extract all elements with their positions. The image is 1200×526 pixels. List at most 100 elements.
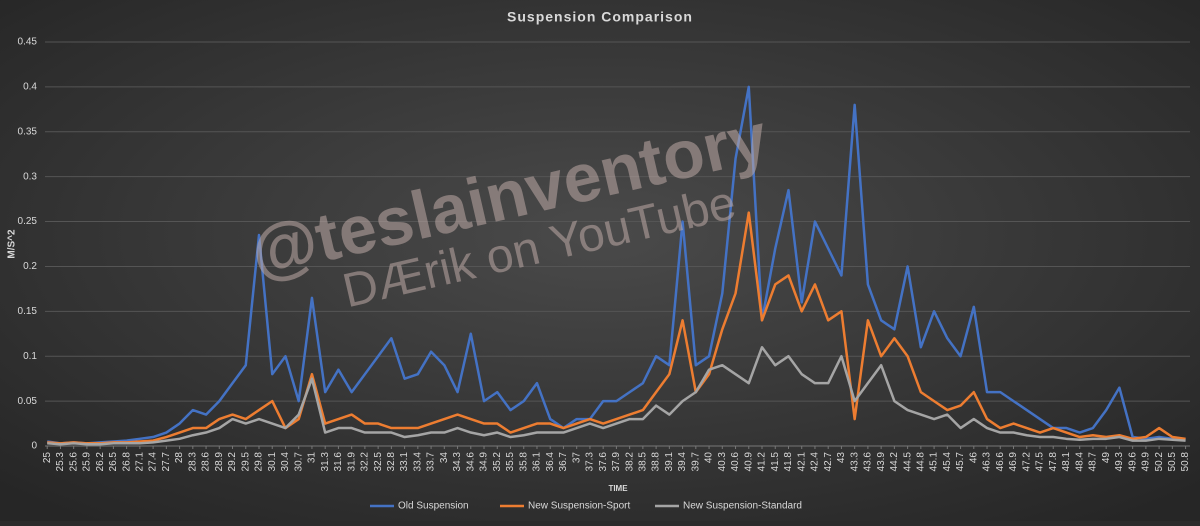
x-tick-label: 28.3 — [187, 452, 198, 472]
chart-title: Suspension Comparison — [507, 9, 693, 25]
x-tick-label: 33.4 — [412, 452, 423, 472]
x-tick-label: 33.1 — [399, 452, 410, 472]
x-tick-label: 40.9 — [743, 452, 754, 472]
x-tick-label: 41.8 — [783, 452, 794, 472]
x-tick-label: 48.1 — [1061, 452, 1072, 472]
x-tick-label: 50.5 — [1167, 452, 1178, 472]
x-tick-label: 26.2 — [95, 452, 106, 472]
x-tick-label: 45.7 — [955, 452, 966, 472]
x-tick-label: 26.8 — [121, 452, 132, 472]
y-tick-label: 0.15 — [18, 306, 38, 317]
x-tick-label: 35.8 — [518, 452, 529, 472]
x-tick-label: 37.6 — [598, 452, 609, 472]
x-tick-label: 39.7 — [690, 452, 701, 472]
x-tick-label: 27.1 — [135, 452, 146, 472]
x-tick-label: 25 — [42, 452, 53, 464]
x-tick-label: 37.3 — [585, 452, 596, 472]
x-tick-label: 34.6 — [465, 452, 476, 472]
x-tick-label: 47.8 — [1048, 452, 1059, 472]
x-tick-label: 42.7 — [823, 452, 834, 472]
x-tick-label: 41.5 — [770, 452, 781, 472]
legend-label: New Suspension-Standard — [683, 501, 802, 512]
legend-label: New Suspension-Sport — [528, 501, 630, 512]
y-tick-label: 0.3 — [23, 171, 37, 182]
x-tick-label: 46.6 — [995, 452, 1006, 472]
x-tick-label: 45.4 — [942, 452, 953, 472]
x-tick-label: 49.6 — [1127, 452, 1138, 472]
x-tick-label: 34 — [439, 452, 450, 464]
x-tick-label: 48.4 — [1074, 452, 1085, 472]
y-tick-label: 0.05 — [18, 396, 38, 407]
x-tick-label: 26.5 — [108, 452, 119, 472]
x-tick-label: 46.9 — [1008, 452, 1019, 472]
x-tick-label: 31.3 — [320, 452, 331, 472]
x-tick-label: 48.7 — [1088, 452, 1099, 472]
x-tick-label: 30.7 — [293, 452, 304, 472]
x-tick-label: 27.4 — [148, 452, 159, 472]
y-tick-label: 0.4 — [23, 82, 37, 93]
series-line — [47, 85, 1186, 445]
x-tick-label: 31.6 — [333, 452, 344, 472]
x-tick-label: 28.9 — [214, 452, 225, 472]
x-tick-label: 50.8 — [1180, 452, 1191, 472]
y-tick-label: 0 — [31, 441, 37, 452]
legend: Old Suspension New Suspension-Sport New Su… — [370, 501, 802, 512]
x-tick-label: 49.3 — [1114, 452, 1125, 472]
x-tick-label: 35.2 — [492, 452, 503, 472]
x-tick-label: 43.9 — [876, 452, 887, 472]
x-tick-label: 43.6 — [863, 452, 874, 472]
x-tick-label: 32.8 — [386, 452, 397, 472]
x-tick-label: 41.2 — [757, 452, 768, 472]
series-line — [47, 211, 1186, 445]
x-tick-label: 36.4 — [545, 452, 556, 472]
y-tick-label: 0.45 — [18, 37, 38, 48]
x-tick-label: 30.4 — [280, 452, 291, 472]
series-line — [47, 345, 1186, 446]
x-tick-label: 44.2 — [889, 452, 900, 472]
x-tick-label: 28 — [174, 452, 185, 464]
x-tick-label: 25.9 — [82, 452, 93, 472]
x-tick-label: 39.1 — [664, 452, 675, 472]
x-tick-label: 47.2 — [1021, 452, 1032, 472]
x-tick-label: 44.5 — [902, 452, 913, 472]
x-tick-label: 42.4 — [810, 452, 821, 472]
x-tick-label: 42.1 — [796, 452, 807, 472]
y-tick-label: 0.25 — [18, 216, 38, 227]
x-tick-label: 40.3 — [717, 452, 728, 472]
x-tick-label: 35.5 — [505, 452, 516, 472]
x-tick-label: 37.9 — [611, 452, 622, 472]
x-tick-label: 49.9 — [1141, 452, 1152, 472]
x-tick-label: 32.5 — [373, 452, 384, 472]
x-tick-label: 33.7 — [426, 452, 437, 472]
x-tick-label: 49 — [1101, 452, 1112, 464]
x-tick-label: 32.2 — [360, 452, 371, 472]
x-tick-label: 38.5 — [638, 452, 649, 472]
x-tick-label: 39.4 — [677, 452, 688, 472]
x-tick-label: 25.6 — [68, 452, 79, 472]
x-tick-label: 31.9 — [346, 452, 357, 472]
x-tick-label: 29.8 — [254, 452, 265, 472]
x-axis-title: TIME — [608, 484, 628, 493]
y-tick-label: 0.1 — [23, 351, 37, 362]
x-tick-label: 34.3 — [452, 452, 463, 472]
x-tick-label: 40 — [704, 452, 715, 464]
x-tick-label: 29.5 — [240, 452, 251, 472]
x-tick-label: 34.9 — [479, 452, 490, 472]
x-tick-label: 43.3 — [849, 452, 860, 472]
y-tick-label: 0.35 — [18, 126, 38, 137]
x-tick-label: 38.8 — [651, 452, 662, 472]
x-tick-label: 27.7 — [161, 452, 172, 472]
x-tick-label: 47.5 — [1035, 452, 1046, 472]
x-tick-label: 40.6 — [730, 452, 741, 472]
x-tick-label: 44.8 — [915, 452, 926, 472]
x-tick-label: 43 — [836, 452, 847, 464]
x-tick-label: 45.1 — [929, 452, 940, 472]
legend-label: Old Suspension — [398, 501, 469, 512]
x-tick-label: 29.2 — [227, 452, 238, 472]
x-tick-label: 46.3 — [982, 452, 993, 472]
x-tick-label: 31 — [307, 452, 318, 464]
